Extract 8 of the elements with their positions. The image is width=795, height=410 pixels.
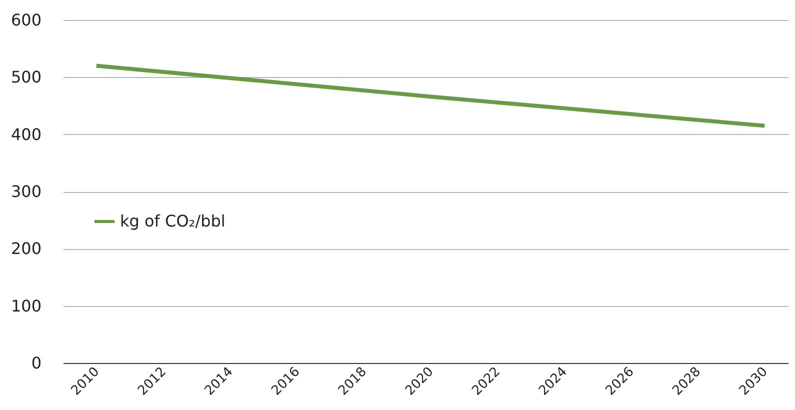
y-tick-label: 300 [10,182,42,201]
y-tick-label: 200 [10,239,42,258]
y-tick-label: 600 [10,10,42,30]
y-tick-label: 100 [10,296,42,316]
legend-label: kg of CO₂/bbl [120,212,226,230]
y-tick-label: 500 [10,68,42,87]
y-tick-label: 0 [31,354,42,372]
y-tick-label: 400 [10,124,42,144]
